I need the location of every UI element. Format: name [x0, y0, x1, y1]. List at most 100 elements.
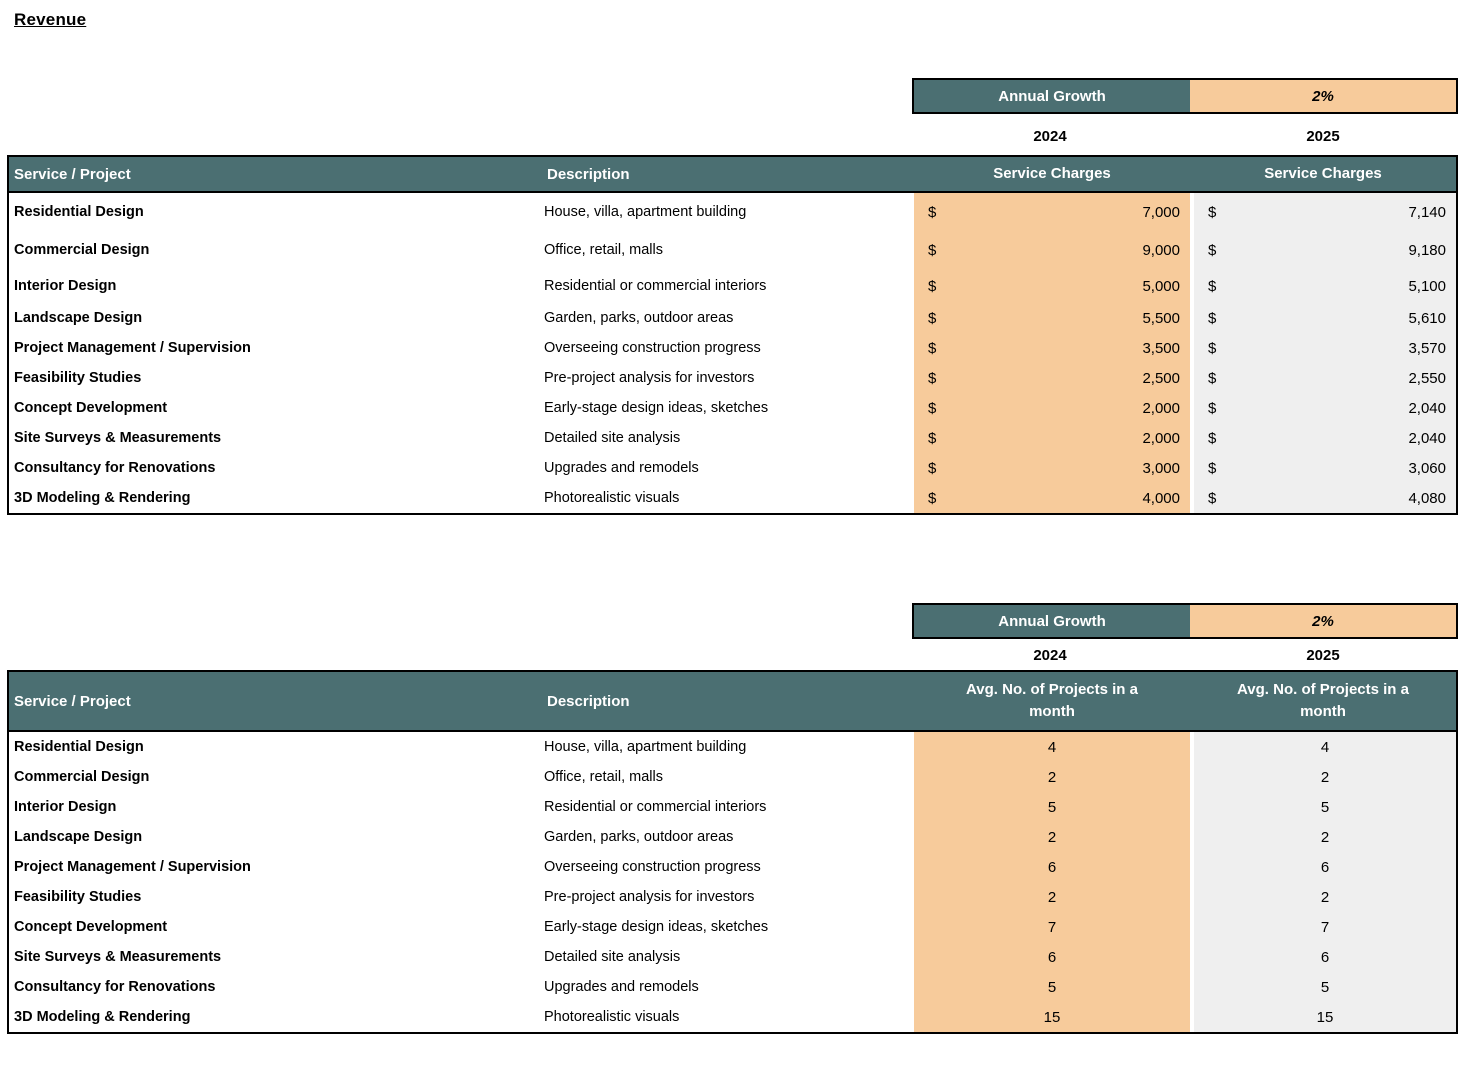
projects-2024-cell[interactable]: 2 — [914, 762, 1190, 792]
col-header-charges-2025[interactable]: Service Charges — [1264, 165, 1382, 183]
annual-growth-label[interactable]: Annual Growth — [914, 80, 1190, 112]
projects-2025-cell[interactable]: 6 — [1190, 942, 1456, 972]
col-header-service[interactable]: Service / Project — [14, 692, 131, 710]
description-cell[interactable]: House, villa, apartment building — [544, 739, 747, 755]
service-cell[interactable]: Interior Design — [14, 278, 117, 294]
service-cell[interactable]: Commercial Design — [14, 769, 150, 785]
service-cell[interactable]: Feasibility Studies — [14, 370, 142, 386]
charge-2024-cell[interactable]: $ 3,000 — [914, 453, 1190, 483]
description-cell[interactable]: Overseeing construction progress — [544, 340, 761, 356]
service-cell[interactable]: Landscape Design — [14, 310, 143, 326]
charge-2025-cell[interactable]: $ 7,140 — [1190, 193, 1456, 231]
description-cell[interactable]: Photorealistic visuals — [544, 1009, 680, 1025]
charge-2024-cell[interactable]: $ 9,000 — [914, 231, 1190, 269]
description-cell[interactable]: Residential or commercial interiors — [544, 799, 767, 815]
year-2024-label[interactable]: 2024 — [1033, 646, 1067, 664]
service-cell[interactable]: Commercial Design — [14, 242, 150, 258]
charge-2024-cell[interactable]: $ 5,500 — [914, 303, 1190, 333]
col-header-charges-2024[interactable]: Service Charges — [993, 165, 1111, 183]
currency-symbol: $ — [1208, 459, 1217, 477]
description-cell[interactable]: Garden, parks, outdoor areas — [544, 829, 734, 845]
projects-2024-cell[interactable]: 15 — [914, 1002, 1190, 1032]
charge-2024-cell[interactable]: $ 2,000 — [914, 423, 1190, 453]
description-cell[interactable]: Detailed site analysis — [544, 430, 681, 446]
projects-2025-cell[interactable]: 2 — [1190, 882, 1456, 912]
year-2025-label[interactable]: 2025 — [1306, 646, 1340, 664]
service-cell[interactable]: Consultancy for Renovations — [14, 979, 216, 995]
description-cell[interactable]: Residential or commercial interiors — [544, 278, 767, 294]
projects-2025-cell[interactable]: 5 — [1190, 972, 1456, 1002]
description-cell[interactable]: Pre-project analysis for investors — [544, 370, 755, 386]
annual-growth-value[interactable]: 2% — [1190, 605, 1456, 637]
projects-2025-cell[interactable]: 2 — [1190, 822, 1456, 852]
description-cell[interactable]: Garden, parks, outdoor areas — [544, 310, 734, 326]
charge-2025-cell[interactable]: $ 5,100 — [1190, 269, 1456, 303]
page-title[interactable]: Revenue — [14, 10, 87, 29]
projects-2025-cell[interactable]: 2 — [1190, 762, 1456, 792]
annual-growth-value[interactable]: 2% — [1190, 80, 1456, 112]
charge-2025-cell[interactable]: $ 4,080 — [1190, 483, 1456, 513]
description-cell[interactable]: Upgrades and remodels — [544, 979, 699, 995]
service-cell[interactable]: Project Management / Supervision — [14, 340, 251, 356]
description-cell[interactable]: Early-stage design ideas, sketches — [544, 400, 769, 416]
service-cell[interactable]: Project Management / Supervision — [14, 859, 251, 875]
description-cell[interactable]: Upgrades and remodels — [544, 460, 699, 476]
projects-2024-cell[interactable]: 7 — [914, 912, 1190, 942]
projects-2024-cell[interactable]: 6 — [914, 942, 1190, 972]
charge-2025-cell[interactable]: $ 2,040 — [1190, 423, 1456, 453]
service-cell[interactable]: Landscape Design — [14, 829, 143, 845]
col-header-service[interactable]: Service / Project — [14, 165, 131, 183]
description-cell[interactable]: Early-stage design ideas, sketches — [544, 919, 769, 935]
annual-growth-label[interactable]: Annual Growth — [914, 605, 1190, 637]
charge-2025-cell[interactable]: $ 2,040 — [1190, 393, 1456, 423]
service-cell[interactable]: Residential Design — [14, 739, 144, 755]
projects-2025-cell[interactable]: 5 — [1190, 792, 1456, 822]
service-cell[interactable]: Residential Design — [14, 204, 144, 220]
charge-2025-cell[interactable]: $ 5,610 — [1190, 303, 1456, 333]
table-row: Residential Design House, villa, apartme… — [9, 193, 1456, 231]
col-header-description[interactable]: Description — [547, 165, 630, 183]
table-row: Commercial Design Office, retail, malls … — [9, 231, 1456, 269]
service-cell[interactable]: Consultancy for Renovations — [14, 460, 216, 476]
service-cell[interactable]: 3D Modeling & Rendering — [14, 1009, 191, 1025]
year-2024-label[interactable]: 2024 — [1033, 127, 1067, 145]
charge-2025-cell[interactable]: $ 3,060 — [1190, 453, 1456, 483]
projects-2025-cell[interactable]: 7 — [1190, 912, 1456, 942]
charge-2025-cell[interactable]: $ 9,180 — [1190, 231, 1456, 269]
description-cell[interactable]: Pre-project analysis for investors — [544, 889, 755, 905]
charge-2024-cell[interactable]: $ 7,000 — [914, 193, 1190, 231]
service-cell[interactable]: Interior Design — [14, 799, 117, 815]
charge-2025-cell[interactable]: $ 3,570 — [1190, 333, 1456, 363]
service-cell[interactable]: Feasibility Studies — [14, 889, 142, 905]
col-header-projects-2024[interactable]: Avg. No. of Projects in a month — [966, 681, 1138, 720]
projects-2024-cell[interactable]: 2 — [914, 882, 1190, 912]
service-cell[interactable]: Concept Development — [14, 400, 168, 416]
projects-2024-cell[interactable]: 4 — [914, 732, 1190, 762]
col-header-projects-2025[interactable]: Avg. No. of Projects in a month — [1237, 681, 1409, 720]
charge-2025-cell[interactable]: $ 2,550 — [1190, 363, 1456, 393]
description-cell[interactable]: House, villa, apartment building — [544, 204, 747, 220]
col-header-description[interactable]: Description — [547, 692, 630, 710]
charge-2024-cell[interactable]: $ 4,000 — [914, 483, 1190, 513]
service-cell[interactable]: Site Surveys & Measurements — [14, 430, 222, 446]
description-cell[interactable]: Office, retail, malls — [544, 242, 663, 258]
projects-2025-cell[interactable]: 15 — [1190, 1002, 1456, 1032]
description-cell[interactable]: Detailed site analysis — [544, 949, 681, 965]
projects-2024-cell[interactable]: 6 — [914, 852, 1190, 882]
service-cell[interactable]: Site Surveys & Measurements — [14, 949, 222, 965]
description-cell[interactable]: Photorealistic visuals — [544, 490, 680, 506]
year-2025-label[interactable]: 2025 — [1306, 127, 1340, 145]
charge-2024-cell[interactable]: $ 3,500 — [914, 333, 1190, 363]
charge-2024-cell[interactable]: $ 2,500 — [914, 363, 1190, 393]
projects-2025-cell[interactable]: 4 — [1190, 732, 1456, 762]
description-cell[interactable]: Office, retail, malls — [544, 769, 663, 785]
projects-2024-cell[interactable]: 5 — [914, 972, 1190, 1002]
service-cell[interactable]: 3D Modeling & Rendering — [14, 490, 191, 506]
projects-2025-cell[interactable]: 6 — [1190, 852, 1456, 882]
charge-2024-cell[interactable]: $ 5,000 — [914, 269, 1190, 303]
projects-2024-cell[interactable]: 5 — [914, 792, 1190, 822]
projects-2024-cell[interactable]: 2 — [914, 822, 1190, 852]
description-cell[interactable]: Overseeing construction progress — [544, 859, 761, 875]
charge-2024-cell[interactable]: $ 2,000 — [914, 393, 1190, 423]
service-cell[interactable]: Concept Development — [14, 919, 168, 935]
